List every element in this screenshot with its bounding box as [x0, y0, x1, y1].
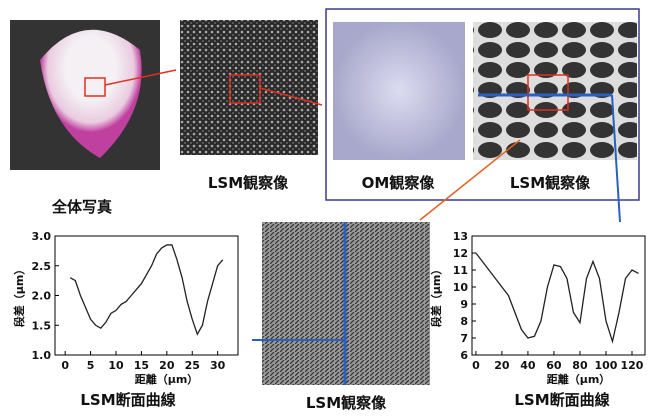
x-tick-label: 0	[61, 359, 69, 372]
y-tick-label: 10	[453, 281, 469, 294]
x-axis-label: 距離（μm）	[547, 372, 611, 386]
y-axis-label: 段差（μm）	[429, 264, 443, 328]
caption: OM観察像	[362, 174, 436, 192]
lsm-image	[473, 22, 637, 160]
caption: LSM観察像	[510, 174, 591, 192]
y-tick-label: 3.0	[32, 230, 52, 243]
x-tick-label: 100	[594, 359, 617, 372]
x-tick-label: 20	[494, 359, 510, 372]
x-tick-label: 60	[546, 359, 562, 372]
y-tick-label: 13	[453, 230, 468, 243]
x-tick-label: 10	[108, 359, 124, 372]
x-tick-label: 15	[134, 359, 149, 372]
caption: LSM観察像	[306, 394, 387, 412]
y-tick-label: 2.0	[32, 290, 52, 303]
y-tick-label: 11	[453, 264, 468, 277]
caption: LSM断面曲線	[514, 391, 609, 409]
y-axis-label: 段差（μm）	[12, 264, 26, 328]
x-tick-label: 120	[621, 359, 644, 372]
caption: LSM断面曲線	[80, 391, 175, 409]
y-tick-label: 8	[460, 315, 468, 328]
x-tick-label: 20	[159, 359, 175, 372]
x-tick-label: 30	[210, 359, 226, 372]
y-tick-label: 2.5	[32, 260, 52, 273]
om-image	[333, 22, 465, 160]
y-tick-label: 7	[460, 332, 468, 345]
caption: 全体写真	[51, 198, 112, 216]
lsm-image	[180, 20, 318, 155]
y-tick-label: 1.0	[32, 349, 52, 362]
caption: LSM観察像	[208, 174, 289, 192]
y-tick-label: 1.5	[32, 319, 52, 332]
x-tick-label: 25	[185, 359, 200, 372]
plot-frame	[472, 236, 645, 355]
y-tick-label: 6	[460, 349, 468, 362]
x-axis-label: 距離（μm）	[135, 372, 199, 386]
x-tick-label: 40	[520, 359, 536, 372]
y-tick-label: 12	[453, 247, 468, 260]
plot-frame	[55, 236, 238, 355]
x-tick-label: 5	[87, 359, 95, 372]
x-tick-label: 0	[472, 359, 480, 372]
figure: 全体写真 LSM観察像 OM観察像 LSM観察像 LSM観察像 LSM断面曲線 …	[0, 0, 653, 415]
x-tick-label: 80	[572, 359, 588, 372]
y-tick-label: 9	[460, 298, 468, 311]
